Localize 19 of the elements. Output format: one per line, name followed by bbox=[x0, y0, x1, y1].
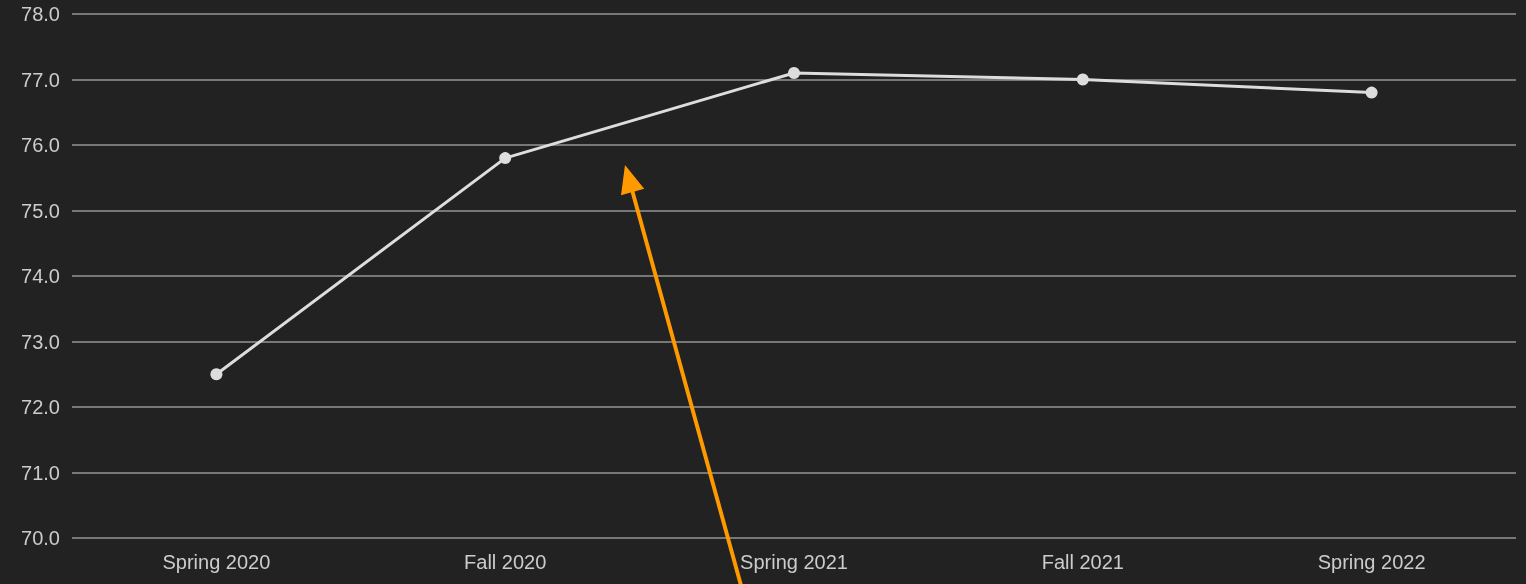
y-tick-label: 73.0 bbox=[21, 330, 60, 353]
y-tick-label: 72.0 bbox=[21, 396, 60, 418]
y-tick-label: 77.0 bbox=[21, 68, 60, 91]
point bbox=[1076, 73, 1089, 86]
point bbox=[1365, 86, 1378, 99]
x-tick-label: Fall 2021 bbox=[1041, 551, 1124, 573]
point bbox=[788, 66, 800, 79]
y-tick-label: 74.0 bbox=[21, 265, 60, 287]
y-tick-label: 76.0 bbox=[21, 134, 60, 156]
x-tick-label: Spring 2021 bbox=[740, 551, 848, 573]
point bbox=[499, 152, 512, 165]
y-tick-label: 78.0 bbox=[21, 3, 60, 25]
x-tick-label: Spring 2020 bbox=[162, 551, 271, 573]
point bbox=[210, 368, 223, 381]
y-tick-label: 75.0 bbox=[21, 199, 60, 222]
x-tick-label: Spring 2022 bbox=[1317, 551, 1426, 573]
y-tick-label: 71.0 bbox=[21, 461, 60, 484]
x-tick-label: Fall 2020 bbox=[464, 551, 547, 573]
y-tick-label: 70.0 bbox=[21, 527, 60, 549]
